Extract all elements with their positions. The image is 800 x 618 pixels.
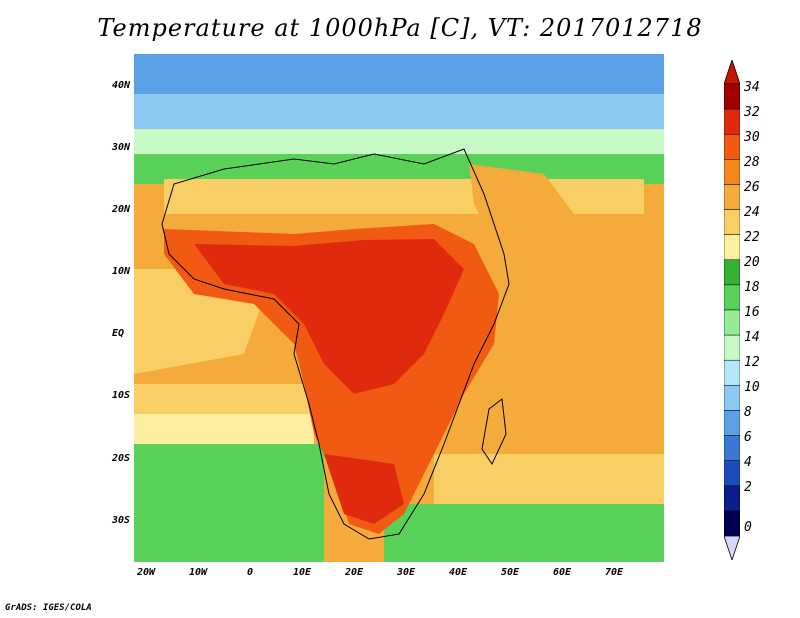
colorbar-label: 30 [744, 130, 760, 145]
colorbar-swatch [724, 259, 740, 286]
lon-label: 10E [292, 567, 312, 578]
colorbar-swatch [724, 359, 740, 386]
lat-label: 10S [111, 390, 130, 401]
colorbar-label: 6 [744, 430, 752, 445]
north-cool-band [134, 94, 664, 129]
south-africa-hot [324, 454, 404, 524]
lon-label: 60E [552, 567, 572, 578]
lon-label: 0 [246, 567, 254, 578]
temperature-map [134, 54, 664, 562]
colorbar-swatch [724, 435, 740, 461]
colorbar-label: 2 [744, 480, 752, 495]
lat-label: 30S [111, 515, 130, 526]
africa-hottest-core [194, 239, 464, 394]
colorbar-label: 22 [744, 230, 760, 245]
sahara-warm [164, 179, 644, 214]
colorbar-label: 26 [744, 180, 760, 195]
colorbar-swatch [724, 209, 740, 235]
colorbar-swatch [724, 385, 740, 411]
colorbar-under-arrow [724, 535, 740, 560]
south-atlantic-light [134, 414, 314, 444]
map-title: Temperature at 1000hPa [C], VT: 20170127… [97, 14, 703, 42]
colorbar-label: 32 [744, 105, 760, 120]
south-atlantic-green [134, 444, 324, 562]
colorbar-label: 16 [744, 305, 760, 320]
lat-label: 20N [111, 204, 130, 215]
lon-label: 50E [500, 567, 520, 578]
colorbar-label: 20 [744, 255, 760, 270]
colorbar-label: 28 [744, 155, 760, 170]
colorbar-label: 24 [744, 205, 760, 220]
colorbar-swatch [724, 159, 740, 185]
lon-label: 20W [136, 567, 156, 578]
colorbar-label: 4 [744, 455, 752, 470]
colorbar-label: 8 [744, 405, 752, 420]
colorbar-swatch [724, 108, 740, 135]
arabia-warm [469, 164, 574, 254]
colorbar-swatch [724, 334, 740, 361]
africa-coastline [161, 148, 510, 540]
colorbar-swatch [724, 460, 740, 487]
colorbar-swatch [724, 485, 740, 512]
lat-label: 30N [111, 142, 130, 153]
south-indian-yellow [434, 454, 664, 504]
lon-label: 30E [396, 567, 416, 578]
colorbar-label: 12 [744, 355, 760, 370]
colorbar-swatch [724, 234, 740, 261]
colorbar-swatch [724, 133, 740, 160]
colorbar-label: 34 [744, 80, 760, 95]
lat-label: EQ [111, 328, 124, 339]
colorbar-swatch [724, 184, 740, 210]
madagascar [481, 398, 507, 466]
north-cold-band [134, 54, 664, 94]
lat-label: 10N [111, 266, 130, 277]
colorbar-swatch [724, 410, 740, 436]
colorbar-swatch [724, 83, 740, 110]
lat-label: 40N [111, 80, 130, 91]
lon-label: 10W [188, 567, 208, 578]
colorbar-over-arrow [724, 60, 740, 85]
lon-label: 20E [344, 567, 364, 578]
colorbar-swatch [724, 284, 740, 311]
colorbar-label: 14 [744, 330, 760, 345]
south-indian-green [384, 504, 664, 562]
lon-label: 70E [604, 567, 624, 578]
colorbar-swatch [724, 309, 740, 336]
colorbar-label: 18 [744, 280, 760, 295]
colorbar [724, 60, 740, 560]
south-atlantic-yellow [134, 384, 314, 414]
colorbar-label: 0 [744, 520, 752, 535]
colorbar-label: 10 [744, 380, 760, 395]
lon-label: 40E [448, 567, 468, 578]
north-mild-band [134, 129, 664, 154]
lat-label: 20S [111, 453, 130, 464]
colorbar-swatch [724, 510, 740, 537]
credit-label: GrADS: IGES/COLA [5, 603, 92, 613]
